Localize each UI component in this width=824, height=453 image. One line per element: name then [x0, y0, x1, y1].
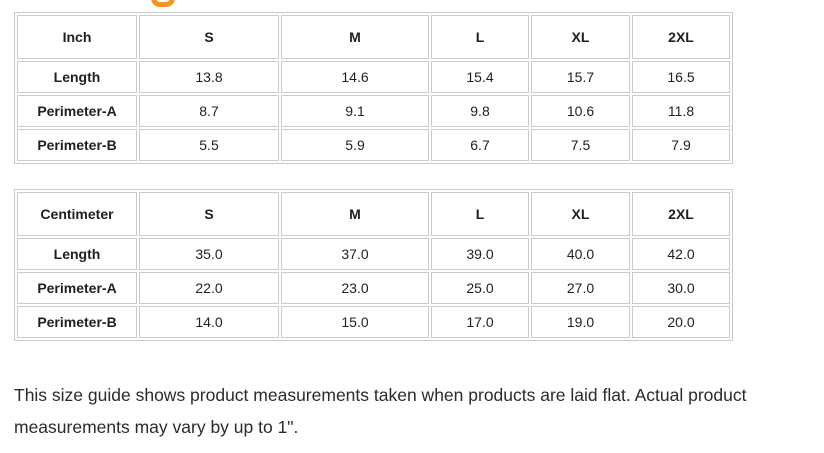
measurement-cell: 5.9: [281, 129, 429, 161]
row-label: Perimeter-A: [17, 95, 137, 127]
measurement-cell: 15.0: [281, 306, 429, 338]
row-label: Perimeter-B: [17, 129, 137, 161]
measurement-cell: 8.7: [139, 95, 279, 127]
measurement-cell: 5.5: [139, 129, 279, 161]
table-row-perimeter-a: Perimeter-A 22.0 23.0 25.0 27.0 30.0: [17, 272, 730, 304]
size-col-header-l: L: [431, 15, 529, 59]
measurement-cell: 14.0: [139, 306, 279, 338]
measurement-cell: 11.8: [632, 95, 730, 127]
orange-letter-bowl: [151, 0, 175, 7]
measurement-cell: 40.0: [531, 238, 630, 270]
measurement-cell: 39.0: [431, 238, 529, 270]
measurement-cell: 7.9: [632, 129, 730, 161]
measurement-cell: 15.7: [531, 61, 630, 93]
row-label: Length: [17, 238, 137, 270]
size-table-centimeter: Centimeter S M L XL 2XL Length 35.0 37.0…: [14, 189, 733, 341]
table-row-length: Length 35.0 37.0 39.0 40.0 42.0: [17, 238, 730, 270]
size-col-header-m: M: [281, 192, 429, 236]
header-row: Inch S M L XL 2XL: [17, 15, 730, 59]
measurement-cell: 25.0: [431, 272, 529, 304]
measurement-cell: 30.0: [632, 272, 730, 304]
table-row-perimeter-a: Perimeter-A 8.7 9.1 9.8 10.6 11.8: [17, 95, 730, 127]
row-label: Length: [17, 61, 137, 93]
measurement-cell: 17.0: [431, 306, 529, 338]
measurement-cell: 9.8: [431, 95, 529, 127]
measurement-cell: 13.8: [139, 61, 279, 93]
measurement-cell: 42.0: [632, 238, 730, 270]
measurement-cell: 14.6: [281, 61, 429, 93]
size-col-header-s: S: [139, 192, 279, 236]
measurement-cell: 22.0: [139, 272, 279, 304]
size-col-header-2xl: 2XL: [632, 192, 730, 236]
measurement-cell: 20.0: [632, 306, 730, 338]
measurement-cell: 16.5: [632, 61, 730, 93]
size-guide-section: Inch S M L XL 2XL Length 13.8 14.6 15.4 …: [14, 12, 796, 443]
size-table-inch: Inch S M L XL 2XL Length 13.8 14.6 15.4 …: [14, 12, 733, 164]
size-guide-note: This size guide shows product measuremen…: [14, 385, 747, 437]
size-col-header-xl: XL: [531, 192, 630, 236]
measurement-cell: 15.4: [431, 61, 529, 93]
table-row-length: Length 13.8 14.6 15.4 15.7 16.5: [17, 61, 730, 93]
size-col-header-s: S: [139, 15, 279, 59]
measurement-cell: 27.0: [531, 272, 630, 304]
measurement-cell: 9.1: [281, 95, 429, 127]
cropped-heading-fragment: [151, 0, 176, 8]
table-row-perimeter-b: Perimeter-B 5.5 5.9 6.7 7.5 7.9: [17, 129, 730, 161]
size-col-header-m: M: [281, 15, 429, 59]
measurement-cell: 19.0: [531, 306, 630, 338]
unit-header-centimeter: Centimeter: [17, 192, 137, 236]
size-col-header-xl: XL: [531, 15, 630, 59]
measurement-cell: 7.5: [531, 129, 630, 161]
table-row-perimeter-b: Perimeter-B 14.0 15.0 17.0 19.0 20.0: [17, 306, 730, 338]
measurement-cell: 23.0: [281, 272, 429, 304]
header-row: Centimeter S M L XL 2XL: [17, 192, 730, 236]
measurement-cell: 37.0: [281, 238, 429, 270]
size-col-header-l: L: [431, 192, 529, 236]
unit-header-inch: Inch: [17, 15, 137, 59]
measurement-cell: 10.6: [531, 95, 630, 127]
measurement-cell: 6.7: [431, 129, 529, 161]
row-label: Perimeter-B: [17, 306, 137, 338]
row-label: Perimeter-A: [17, 272, 137, 304]
size-col-header-2xl: 2XL: [632, 15, 730, 59]
measurement-cell: 35.0: [139, 238, 279, 270]
